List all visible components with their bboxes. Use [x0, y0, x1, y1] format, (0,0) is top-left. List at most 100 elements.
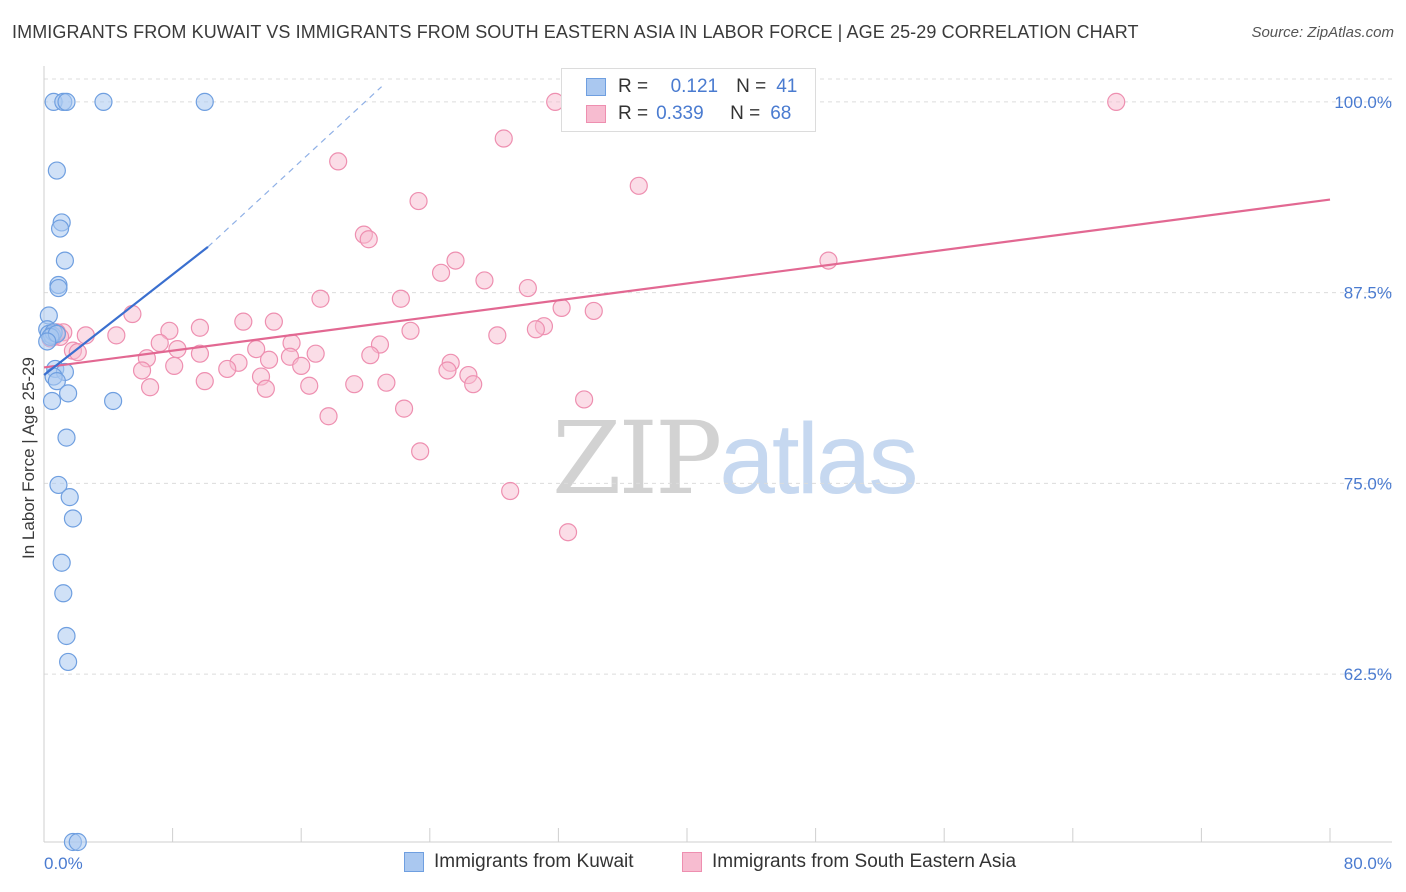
y-axis-label: In Labor Force | Age 25-29: [19, 357, 38, 559]
kuwait-point: [38, 332, 57, 351]
source-label: Source: ZipAtlas.com: [1251, 24, 1394, 41]
bottom-legend-kuwait: Immigrants from Kuwait: [404, 851, 634, 873]
sea-point: [431, 263, 451, 282]
kuwait-point: [57, 92, 76, 111]
y-tick-label: 62.5%: [1344, 665, 1392, 684]
sea-point: [306, 344, 325, 363]
series-sea-points: [41, 92, 1126, 542]
sea-point: [160, 321, 179, 340]
watermark-zip: ZIP: [552, 400, 722, 517]
y-tick-label: 87.5%: [1344, 284, 1392, 303]
kuwait-point: [42, 391, 62, 411]
sea-point: [526, 320, 545, 339]
y-tick-label: 100.0%: [1334, 93, 1392, 112]
sea-point: [259, 350, 279, 369]
sea-point: [218, 359, 237, 379]
sea-point: [319, 407, 338, 426]
legend: R = 0.121 N = 41 R = 0.339 N = 68: [561, 68, 816, 132]
kuwait-point: [63, 509, 83, 528]
sea-point: [68, 343, 87, 362]
chart-title: IMMIGRANTS FROM KUWAIT VS IMMIGRANTS FRO…: [12, 22, 1139, 42]
kuwait-point: [55, 251, 74, 270]
sea-point: [256, 379, 275, 398]
sea-point: [575, 390, 594, 409]
sea-point: [394, 399, 414, 418]
legend-row-sea: R = 0.339 N = 68: [586, 102, 791, 126]
kuwait-point: [54, 584, 73, 603]
sea-point: [132, 361, 152, 380]
sea-point: [501, 481, 520, 501]
sea-point: [475, 271, 494, 290]
kuwait-point: [52, 553, 71, 572]
watermark-atlas: atlas: [719, 403, 918, 515]
sea-point: [165, 356, 184, 375]
sea-point: [329, 152, 348, 171]
trend-lines: [43, 86, 1331, 376]
kuwait-point: [60, 488, 79, 507]
x-tick-label: 0.0%: [44, 854, 83, 873]
y-tick-label: 75.0%: [1344, 474, 1392, 493]
kuwait-point: [195, 92, 214, 111]
kuwait-trend-extension: [207, 86, 382, 248]
legend-n-label: N =: [736, 76, 767, 97]
sea-point: [409, 191, 428, 211]
bottom-legend-sea: Immigrants from South Eastern Asia: [682, 851, 1016, 873]
sea-point: [488, 326, 507, 345]
legend-r-value: 0.339: [656, 103, 704, 124]
kuwait-point: [59, 384, 78, 403]
sea-point: [411, 442, 430, 461]
sea-point: [518, 278, 537, 298]
sea-point: [552, 298, 571, 317]
sea-point: [494, 129, 513, 148]
legend-n-value: 68: [770, 103, 792, 124]
sea-trend-line: [43, 198, 1331, 369]
legend-swatch-sea: [586, 105, 606, 123]
kuwait-point: [49, 475, 68, 495]
legend-r-value: 0.121: [670, 76, 719, 97]
bottom-legend-label-sea: Immigrants from South Eastern Asia: [712, 851, 1017, 872]
kuwait-point: [50, 219, 70, 238]
bottom-legend-swatch-kuwait: [404, 852, 424, 872]
sea-point: [438, 361, 457, 380]
bottom-legend: Immigrants from Kuwait Immigrants from S…: [0, 851, 1406, 877]
sea-point: [190, 344, 210, 363]
kuwait-point: [94, 92, 113, 111]
sea-point: [234, 312, 253, 331]
kuwait-point: [59, 652, 78, 672]
sea-point: [123, 304, 142, 324]
kuwait-point: [57, 626, 76, 646]
sea-point: [195, 372, 214, 391]
legend-r-label: R =: [618, 103, 649, 124]
grid-lines: [44, 78, 1392, 675]
tick-labels: 62.5% 75.0% 87.5% 100.0% 0.0% 80.0%: [44, 93, 1392, 873]
sea-point: [311, 289, 330, 308]
sea-point: [107, 326, 126, 345]
watermark: ZIPatlas: [552, 400, 919, 517]
kuwait-point: [47, 372, 66, 391]
legend-r-label: R =: [618, 76, 649, 97]
legend-swatch-kuwait: [586, 78, 606, 96]
sea-point: [345, 375, 364, 394]
sea-point: [464, 375, 483, 394]
kuwait-point: [49, 278, 68, 298]
bottom-legend-label-kuwait: Immigrants from Kuwait: [434, 851, 634, 872]
sea-point: [401, 321, 420, 340]
sea-point: [300, 376, 319, 395]
sea-point: [391, 289, 410, 308]
sea-point: [584, 301, 603, 321]
sea-point: [1107, 92, 1126, 111]
sea-point: [292, 356, 311, 375]
sea-point: [140, 378, 160, 397]
kuwait-point: [57, 428, 76, 447]
x-tick-label: 80.0%: [1344, 854, 1392, 873]
sea-point: [446, 251, 465, 270]
kuwait-point: [104, 391, 123, 411]
bottom-legend-swatch-sea: [682, 852, 702, 872]
sea-point: [629, 176, 648, 195]
sea-point: [150, 333, 169, 353]
sea-point: [361, 346, 380, 365]
sea-point: [377, 373, 396, 392]
sea-point: [264, 312, 283, 331]
kuwait-trend-line: [43, 245, 209, 376]
axes: [43, 66, 1392, 843]
